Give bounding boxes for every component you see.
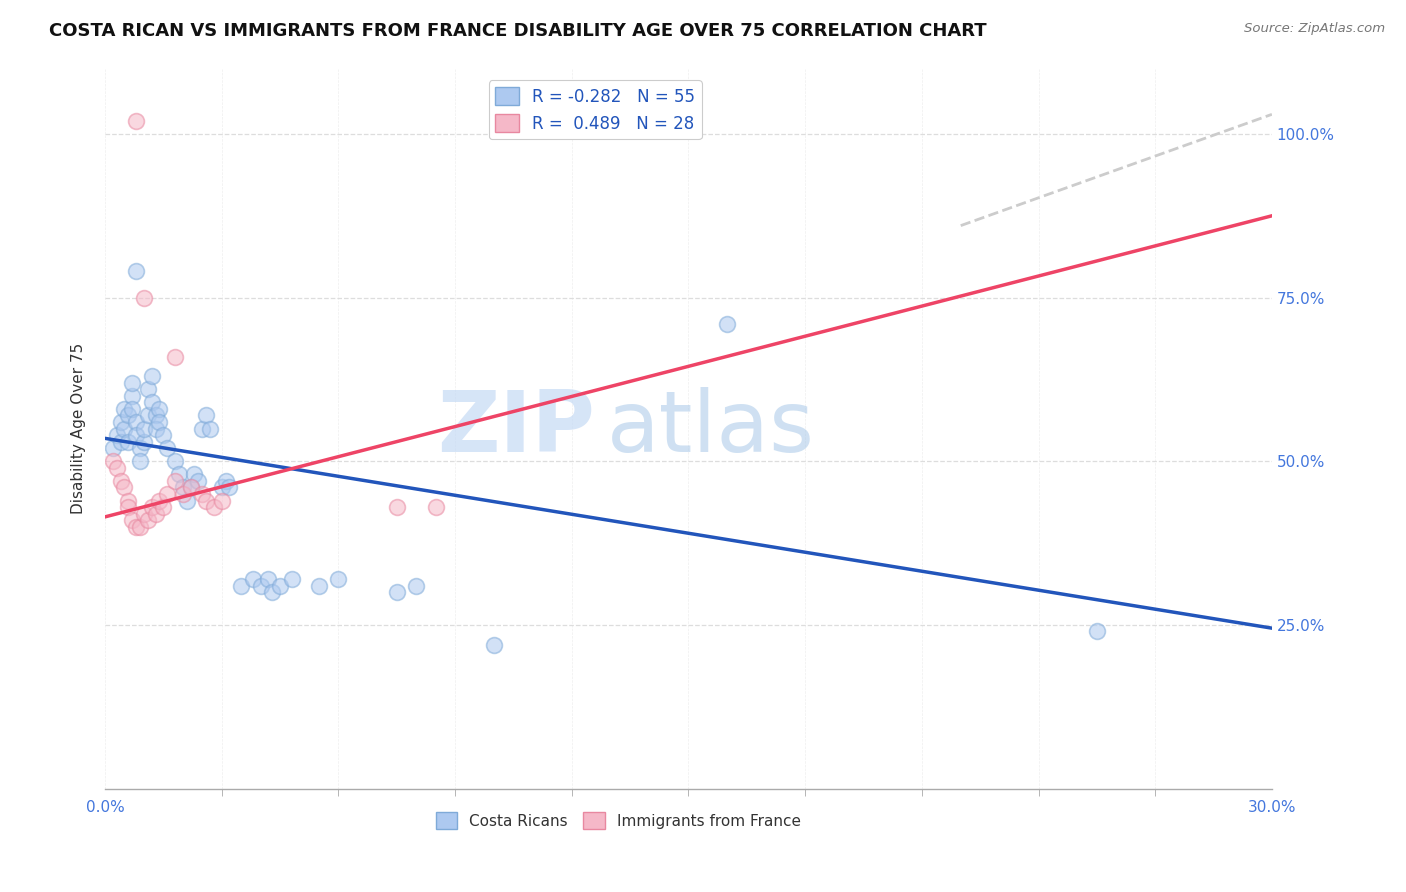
Point (195, 409, 218, 423)
Point (156, 487, 179, 501)
Point (211, 480, 233, 494)
Point (117, 409, 139, 423)
Point (405, 579, 427, 593)
Point (152, 500, 174, 514)
Point (121, 513, 143, 527)
Point (176, 493, 198, 508)
Point (117, 493, 139, 508)
Point (114, 421, 136, 435)
Point (163, 350, 186, 364)
Point (105, 428, 128, 442)
Point (125, 114, 148, 128)
Point (117, 434, 139, 449)
Point (136, 382, 159, 396)
Point (110, 434, 132, 449)
Point (262, 585, 284, 599)
Point (132, 291, 155, 305)
Point (148, 493, 170, 508)
Point (129, 519, 152, 533)
Point (132, 434, 155, 449)
Point (482, 638, 505, 652)
Point (187, 474, 209, 488)
Point (101, 441, 124, 455)
Point (172, 487, 194, 501)
Point (308, 579, 330, 593)
Point (129, 454, 152, 468)
Text: Source: ZipAtlas.com: Source: ZipAtlas.com (1244, 22, 1385, 36)
Point (114, 480, 136, 494)
Point (183, 467, 205, 482)
Point (125, 415, 148, 429)
Point (136, 409, 159, 423)
Point (202, 500, 225, 514)
Point (132, 421, 155, 435)
Point (114, 401, 136, 416)
Y-axis label: Disability Age Over 75: Disability Age Over 75 (72, 343, 86, 514)
Point (105, 460, 128, 475)
Point (145, 421, 167, 435)
Point (385, 585, 408, 599)
Point (132, 507, 155, 521)
Point (198, 421, 221, 435)
Point (163, 474, 186, 488)
Point (214, 474, 236, 488)
Point (110, 415, 132, 429)
Point (121, 401, 143, 416)
Point (121, 389, 143, 403)
Point (191, 487, 214, 501)
Point (269, 579, 291, 593)
Point (191, 421, 214, 435)
Text: ZIP: ZIP (437, 387, 595, 470)
Point (231, 579, 253, 593)
Point (129, 441, 152, 455)
Point (218, 480, 240, 494)
Text: COSTA RICAN VS IMMIGRANTS FROM FRANCE DISABILITY AGE OVER 75 CORRELATION CHART: COSTA RICAN VS IMMIGRANTS FROM FRANCE DI… (49, 22, 987, 40)
Point (167, 467, 190, 482)
Point (145, 409, 167, 423)
Point (121, 376, 143, 390)
Point (117, 500, 139, 514)
Point (242, 572, 264, 586)
Point (101, 454, 124, 468)
Point (125, 428, 148, 442)
Point (110, 474, 132, 488)
Legend: Costa Ricans, Immigrants from France: Costa Ricans, Immigrants from France (430, 806, 807, 835)
Point (180, 480, 202, 494)
Point (152, 428, 174, 442)
Point (141, 369, 163, 384)
Point (211, 493, 233, 508)
Point (385, 500, 408, 514)
Point (141, 500, 163, 514)
Point (156, 441, 179, 455)
Text: atlas: atlas (607, 387, 814, 470)
Point (163, 454, 186, 468)
Point (425, 500, 447, 514)
Point (249, 579, 271, 593)
Point (125, 264, 148, 278)
Point (180, 480, 202, 494)
Point (1085, 624, 1108, 639)
Point (136, 513, 159, 527)
Point (280, 572, 302, 586)
Point (145, 507, 167, 521)
Point (328, 572, 350, 586)
Point (125, 519, 148, 533)
Point (148, 401, 170, 416)
Point (141, 395, 163, 409)
Point (257, 572, 280, 586)
Point (195, 493, 218, 508)
Point (148, 415, 170, 429)
Point (172, 480, 194, 494)
Point (716, 317, 738, 331)
